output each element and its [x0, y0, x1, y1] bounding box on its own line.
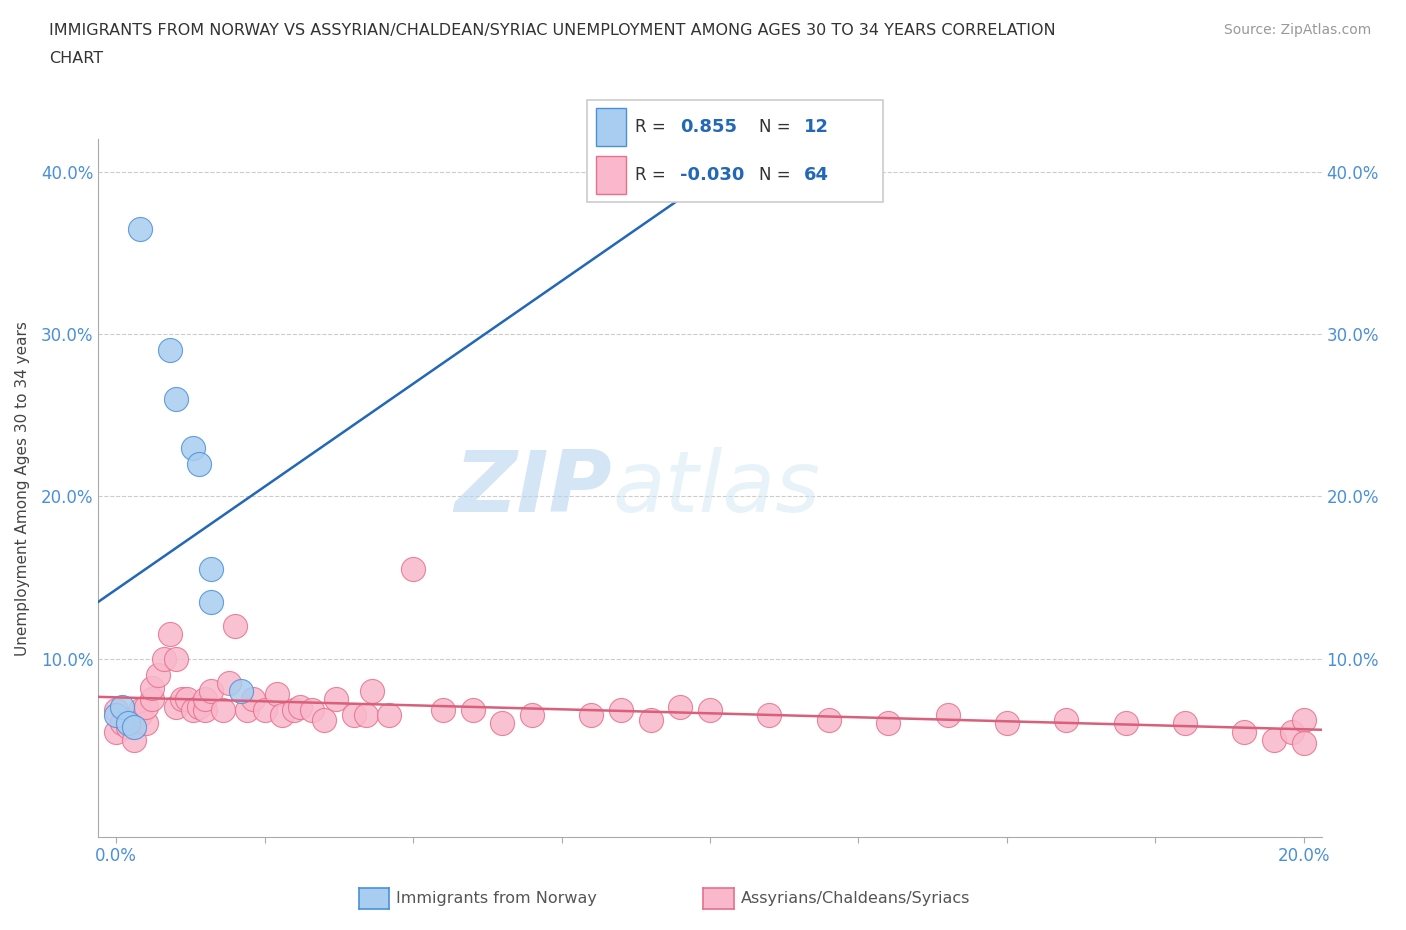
Point [877, 716, 900, 731]
Point [129, 708, 152, 723]
Y-axis label: Unemployment Among Ages 30 to 34 years: Unemployment Among Ages 30 to 34 years [15, 321, 30, 656]
Point [122, 712, 145, 727]
Point [141, 681, 163, 696]
Point [165, 651, 187, 666]
Point [135, 699, 157, 714]
Point [491, 716, 513, 731]
Point [159, 627, 181, 642]
Point [610, 703, 633, 718]
Text: 0.855: 0.855 [681, 118, 737, 136]
Point [1233, 724, 1256, 739]
Point [170, 692, 193, 707]
Text: 12: 12 [804, 118, 830, 136]
Point [1115, 716, 1137, 731]
Point [105, 724, 128, 739]
Point [141, 692, 163, 707]
Point [1292, 736, 1315, 751]
Point [183, 703, 205, 718]
Point [520, 708, 543, 723]
Point [1281, 724, 1303, 739]
Point [176, 692, 198, 707]
Point [200, 562, 222, 577]
Point [360, 684, 382, 698]
Point [165, 392, 187, 406]
Text: -0.030: -0.030 [681, 166, 745, 184]
Point [301, 703, 323, 718]
Point [1263, 732, 1285, 747]
Point [135, 716, 157, 731]
Point [111, 699, 134, 714]
Point [640, 712, 662, 727]
Point [271, 708, 294, 723]
Point [159, 343, 181, 358]
Point [200, 684, 222, 698]
Point [200, 594, 222, 609]
Point [283, 703, 305, 718]
Point [312, 712, 335, 727]
Text: N =: N = [759, 118, 796, 136]
Text: atlas: atlas [612, 446, 820, 530]
Text: Assyrians/Chaldeans/Syriacs: Assyrians/Chaldeans/Syriacs [741, 891, 970, 906]
Point [117, 719, 139, 734]
Point [129, 703, 152, 718]
Point [1292, 712, 1315, 727]
Text: N =: N = [759, 166, 796, 184]
Point [105, 708, 128, 723]
Point [242, 692, 264, 707]
Point [1174, 716, 1197, 731]
Point [224, 618, 246, 633]
Text: R =: R = [636, 166, 671, 184]
Point [936, 708, 959, 723]
Point [117, 716, 139, 731]
Point [699, 703, 721, 718]
Text: IMMIGRANTS FROM NORWAY VS ASSYRIAN/CHALDEAN/SYRIAC UNEMPLOYMENT AMONG AGES 30 TO: IMMIGRANTS FROM NORWAY VS ASSYRIAN/CHALD… [49, 23, 1056, 38]
Point [194, 692, 217, 707]
Point [129, 221, 152, 236]
Text: 64: 64 [804, 166, 830, 184]
Point [122, 732, 145, 747]
Point [111, 716, 134, 731]
Point [995, 716, 1018, 731]
Point [581, 708, 603, 723]
Point [290, 699, 312, 714]
Point [817, 712, 839, 727]
Point [378, 708, 401, 723]
Point [146, 668, 169, 683]
Point [461, 703, 484, 718]
Point [343, 708, 366, 723]
Text: CHART: CHART [49, 51, 103, 66]
Point [183, 440, 205, 455]
Point [253, 703, 276, 718]
Point [212, 703, 235, 718]
Point [1054, 712, 1077, 727]
Point [188, 457, 211, 472]
Point [758, 708, 780, 723]
Point [165, 699, 187, 714]
Point [236, 703, 259, 718]
Point [432, 703, 454, 718]
Text: Immigrants from Norway: Immigrants from Norway [396, 891, 598, 906]
Point [218, 675, 240, 690]
Point [105, 703, 128, 718]
Point [354, 708, 377, 723]
Text: R =: R = [636, 118, 671, 136]
Text: Source: ZipAtlas.com: Source: ZipAtlas.com [1223, 23, 1371, 37]
Point [669, 699, 692, 714]
Point [194, 703, 217, 718]
Point [152, 651, 174, 666]
Bar [596, 109, 626, 146]
Point [402, 562, 425, 577]
Point [122, 719, 145, 734]
Point [325, 692, 347, 707]
Point [266, 687, 288, 702]
Text: ZIP: ZIP [454, 446, 612, 530]
FancyBboxPatch shape [586, 100, 883, 203]
Bar [596, 156, 626, 194]
Point [188, 699, 211, 714]
Point [229, 684, 252, 698]
